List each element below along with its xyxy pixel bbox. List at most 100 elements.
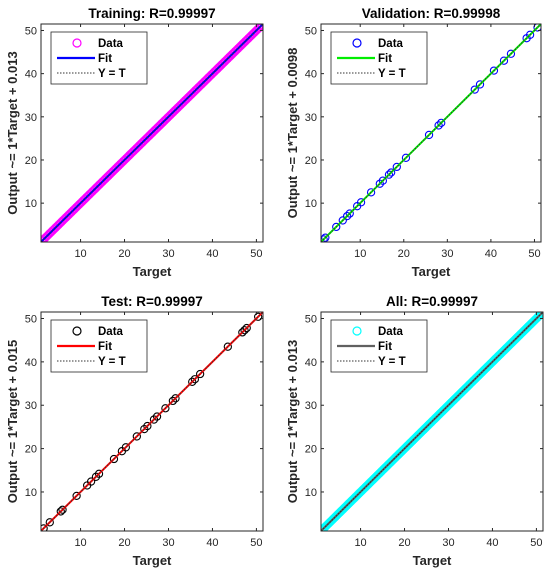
legend-label: Fit (98, 53, 112, 65)
data-point (366, 188, 376, 197)
legend-label: Data (98, 38, 124, 50)
y-tick-label: 50 (305, 25, 317, 37)
data-point (386, 168, 396, 177)
legend: Data Fit Y = T (330, 31, 428, 85)
data-point (378, 176, 388, 185)
data-point (240, 326, 249, 335)
y-axis-label: Output ~= 1*Target + 0.0098 (285, 48, 300, 219)
data-point (257, 24, 263, 30)
data-point (506, 49, 516, 58)
data-point (525, 30, 535, 39)
x-tick-label: 50 (250, 537, 262, 549)
data-point (321, 235, 328, 242)
data-point (537, 312, 543, 318)
x-tick-label: 50 (250, 248, 262, 260)
data-point (41, 524, 48, 531)
x-tick-label: 20 (118, 248, 130, 260)
y-tick-label: 20 (305, 155, 317, 167)
data-point (86, 477, 96, 486)
x-tick-label: 50 (530, 537, 542, 549)
y-tick-label: 40 (305, 69, 317, 81)
axes-frame (40, 311, 264, 532)
x-tick-label: 40 (486, 537, 498, 549)
x-tick-label: 40 (206, 537, 218, 549)
y-axis-label: Output ~= 1*Target + 0.013 (285, 340, 300, 503)
data-point (121, 443, 130, 452)
chart-title: All: R=0.99997 (386, 294, 478, 309)
x-tick-label: 30 (441, 248, 453, 260)
identity-line (41, 24, 263, 242)
data-point (190, 375, 200, 384)
data-layer (321, 312, 543, 531)
identity-line (321, 24, 541, 242)
axes-frame (320, 23, 542, 243)
y-tick-label: 40 (25, 69, 37, 81)
data-point (171, 394, 180, 403)
x-axis-label: Target (133, 264, 172, 279)
data-point (109, 454, 119, 464)
data-point (161, 404, 170, 413)
data-point (56, 507, 65, 516)
y-tick-label: 40 (25, 357, 37, 369)
regression-panel-4: 10 20 30 40 50 10 20 30 40 50 All: R=0.99997 Target… (285, 294, 544, 568)
y-tick-label: 30 (25, 112, 37, 124)
identity-line (321, 312, 543, 531)
data-point (72, 491, 81, 501)
y-tick-label: 10 (25, 198, 37, 210)
x-tick-label: 40 (206, 248, 218, 260)
data-point (392, 162, 401, 172)
legend-label: Fit (378, 53, 392, 65)
y-tick-label: 50 (305, 314, 317, 326)
legend: Data Fit Y = T (330, 319, 428, 373)
data-point (535, 312, 543, 320)
data-point (434, 121, 443, 130)
data-point (188, 377, 197, 386)
regression-panel-1: 10 20 30 40 50 10 20 30 40 50 Training: R=0.99997 T… (5, 6, 264, 279)
legend-data-marker (72, 326, 82, 336)
data-point (499, 56, 509, 65)
data-point (536, 312, 543, 319)
data-point (533, 24, 541, 32)
legend-label: Y = T (378, 68, 406, 80)
x-axis-label: Target (412, 264, 451, 279)
x-tick-label: 10 (74, 537, 86, 549)
data-point (321, 233, 330, 242)
data-point (168, 396, 178, 406)
data-point (45, 518, 54, 527)
x-tick-label: 10 (354, 248, 366, 260)
chart-title: Test: R=0.99997 (101, 294, 202, 309)
data-layer (41, 24, 263, 242)
data-point (424, 130, 434, 140)
y-tick-label: 50 (25, 25, 37, 37)
legend-label: Y = T (98, 356, 126, 368)
y-tick-label: 20 (305, 444, 317, 456)
y-tick-label: 40 (305, 357, 317, 369)
identity-line (41, 312, 263, 531)
data-point (356, 198, 366, 207)
chart-title: Training: R=0.99997 (88, 6, 215, 21)
x-axis-label: Target (413, 553, 452, 568)
data-point (338, 216, 347, 225)
x-tick-label: 10 (354, 537, 366, 549)
y-tick-label: 10 (305, 487, 317, 499)
data-layer (321, 24, 541, 242)
data-point (132, 432, 141, 441)
legend-label: Data (98, 326, 124, 338)
data-point (475, 80, 485, 89)
legend: Data Fit Y = T (50, 319, 148, 373)
axes-frame (320, 311, 544, 532)
y-tick-label: 30 (305, 400, 317, 412)
data-point (470, 85, 479, 94)
regression-panel-3: 10 20 30 40 50 10 20 30 40 50 Test: R=0.99997 Targe… (5, 294, 264, 568)
x-tick-label: 10 (74, 248, 86, 260)
y-tick-label: 50 (25, 314, 37, 326)
data-point (94, 469, 104, 478)
y-tick-label: 10 (305, 198, 317, 210)
data-point (238, 328, 247, 337)
data-point (342, 211, 352, 221)
y-tick-label: 30 (25, 400, 37, 412)
data-point (195, 369, 205, 379)
y-tick-label: 10 (25, 487, 37, 499)
data-layer (41, 312, 263, 531)
